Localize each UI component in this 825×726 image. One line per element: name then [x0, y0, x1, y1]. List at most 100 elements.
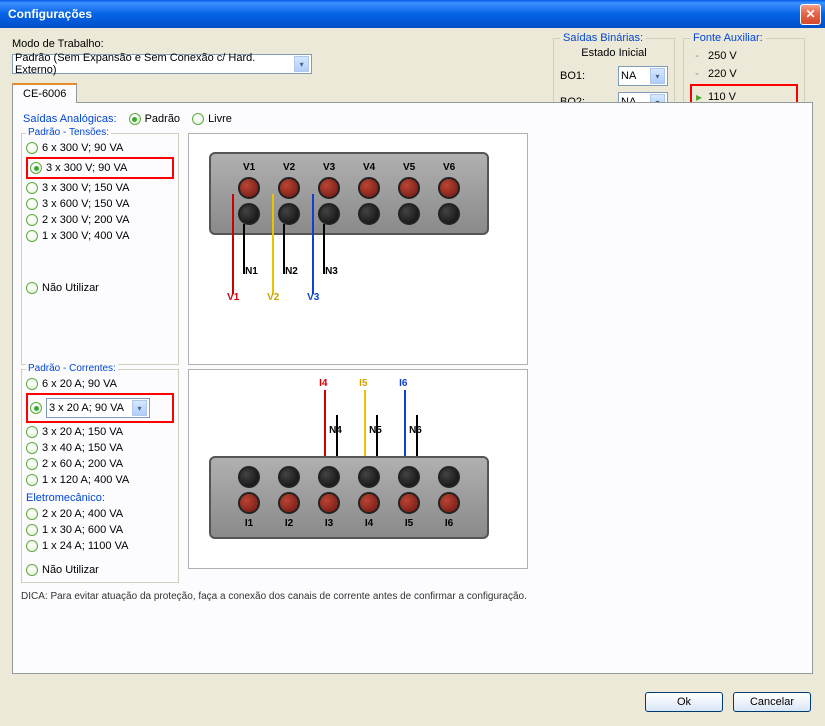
chevron-down-icon: ▾ [650, 68, 665, 84]
lbl-pi5: I5 [359, 378, 367, 389]
voltage-diagram: V1 V2 V3 V4 V5 V6 [188, 133, 528, 365]
terminal-icon [238, 492, 260, 514]
aux-opt-220[interactable]: -220 V [690, 65, 798, 83]
v-opt-3[interactable]: 3 x 600 V; 150 VA [26, 196, 174, 212]
i-opt-3[interactable]: 3 x 40 A; 150 VA [26, 440, 174, 456]
v-opt-2[interactable]: 3 x 300 V; 150 VA [26, 180, 174, 196]
current-title: Padrão - Correntes: [26, 363, 118, 374]
terminal-icon [238, 177, 260, 199]
lbl-pv3: V3 [307, 292, 319, 303]
workmode-select[interactable]: Padrão (Sem Expansão e Sem Conexão c/ Ha… [12, 54, 312, 74]
terminal-icon [278, 177, 300, 199]
terminal-icon [318, 466, 340, 488]
terminal-icon [398, 466, 420, 488]
lbl-v1: V1 [238, 162, 260, 173]
radio-icon [26, 540, 38, 552]
e-opt-1[interactable]: 1 x 30 A; 600 VA [26, 522, 174, 538]
electro-title: Eletromecânico: [26, 492, 174, 504]
binout-initial: Estado Inicial [560, 47, 668, 59]
lbl-v3: V3 [318, 162, 340, 173]
radio-icon [26, 142, 38, 154]
current-group: Padrão - Correntes: 6 x 20 A; 90 VA 3 x … [21, 369, 179, 583]
terminal-icon [358, 466, 380, 488]
i-opt-1-select[interactable]: 3 x 20 A; 90 VA▾ [46, 398, 150, 418]
v-opt-none[interactable]: Não Utilizar [26, 280, 174, 296]
lbl-v2: V2 [278, 162, 300, 173]
lbl-n5: N5 [369, 425, 382, 436]
radio-icon [26, 230, 38, 242]
workmode-value: Padrão (Sem Expansão e Sem Conexão c/ Ha… [15, 52, 294, 76]
titlebar: Configurações ✕ [0, 0, 825, 28]
wire-icon [232, 194, 234, 294]
v-opt-0[interactable]: 6 x 300 V; 90 VA [26, 140, 174, 156]
radio-icon [26, 564, 38, 576]
radio-icon [26, 282, 38, 294]
e-opt-0[interactable]: 2 x 20 A; 400 VA [26, 506, 174, 522]
analog-title: Saídas Analógicas: [23, 113, 117, 125]
radio-icon [26, 458, 38, 470]
lbl-i1: I1 [238, 518, 260, 529]
lbl-i2: I2 [278, 518, 300, 529]
terminal-icon [398, 492, 420, 514]
lbl-v5: V5 [398, 162, 420, 173]
lbl-pi4: I4 [319, 378, 327, 389]
radio-icon [26, 426, 38, 438]
radio-icon [30, 402, 42, 414]
terminal-icon [278, 492, 300, 514]
lbl-i3: I3 [318, 518, 340, 529]
lbl-pv1: V1 [227, 292, 239, 303]
radio-padrao[interactable]: Padrão [129, 111, 180, 127]
lbl-pi6: I6 [399, 378, 407, 389]
radio-icon [26, 198, 38, 210]
i-opt-1[interactable]: 3 x 20 A; 90 VA▾ [30, 396, 170, 420]
v-opt-5[interactable]: 1 x 300 V; 400 VA [26, 228, 174, 244]
radio-livre[interactable]: Livre [192, 111, 232, 127]
lbl-i4: I4 [358, 518, 380, 529]
bo1-select[interactable]: NA▾ [618, 66, 668, 86]
bo1-label: BO1: [560, 70, 585, 82]
wire-icon [272, 194, 274, 294]
lbl-n2: N2 [285, 266, 298, 277]
terminal-icon [318, 492, 340, 514]
radio-icon [192, 113, 204, 125]
ok-button[interactable]: Ok [645, 692, 723, 712]
lbl-v4: V4 [358, 162, 380, 173]
terminal-icon [358, 492, 380, 514]
terminal-icon [318, 177, 340, 199]
i-opt-none[interactable]: Não Utilizar [26, 562, 174, 578]
terminal-icon [358, 203, 380, 225]
binout-title: Saídas Binárias: [560, 32, 646, 44]
window-title: Configurações [4, 7, 800, 21]
i-opt-5[interactable]: 1 x 120 A; 400 VA [26, 472, 174, 488]
radio-icon [26, 214, 38, 226]
chevron-down-icon: ▾ [132, 400, 147, 416]
i-opt-2[interactable]: 3 x 20 A; 150 VA [26, 424, 174, 440]
radio-icon [26, 524, 38, 536]
voltage-group: Padrão - Tensões: 6 x 300 V; 90 VA 3 x 3… [21, 133, 179, 365]
terminal-icon [318, 203, 340, 225]
terminal-icon [238, 203, 260, 225]
terminal-icon [438, 203, 460, 225]
radio-icon [26, 378, 38, 390]
tab-ce6006[interactable]: CE-6006 [12, 83, 77, 103]
radio-icon [26, 474, 38, 486]
v-opt-4[interactable]: 2 x 300 V; 200 VA [26, 212, 174, 228]
radio-icon [26, 182, 38, 194]
i-opt-4[interactable]: 2 x 60 A; 200 VA [26, 456, 174, 472]
aux-opt-250[interactable]: -250 V [690, 47, 798, 65]
lbl-v6: V6 [438, 162, 460, 173]
current-diagram: I4 I5 I6 N4 N5 N6 [188, 369, 528, 569]
terminal-icon [398, 177, 420, 199]
radio-icon [26, 508, 38, 520]
v-opt-1[interactable]: 3 x 300 V; 90 VA [30, 160, 170, 176]
close-button[interactable]: ✕ [800, 4, 821, 25]
lbl-n3: N3 [325, 266, 338, 277]
terminal-icon [358, 177, 380, 199]
terminal-icon [238, 466, 260, 488]
chevron-down-icon: ▾ [294, 56, 309, 72]
cancel-button[interactable]: Cancelar [733, 692, 811, 712]
i-opt-0[interactable]: 6 x 20 A; 90 VA [26, 376, 174, 392]
radio-icon [30, 162, 42, 174]
lbl-i6: I6 [438, 518, 460, 529]
e-opt-2[interactable]: 1 x 24 A; 1100 VA [26, 538, 174, 554]
